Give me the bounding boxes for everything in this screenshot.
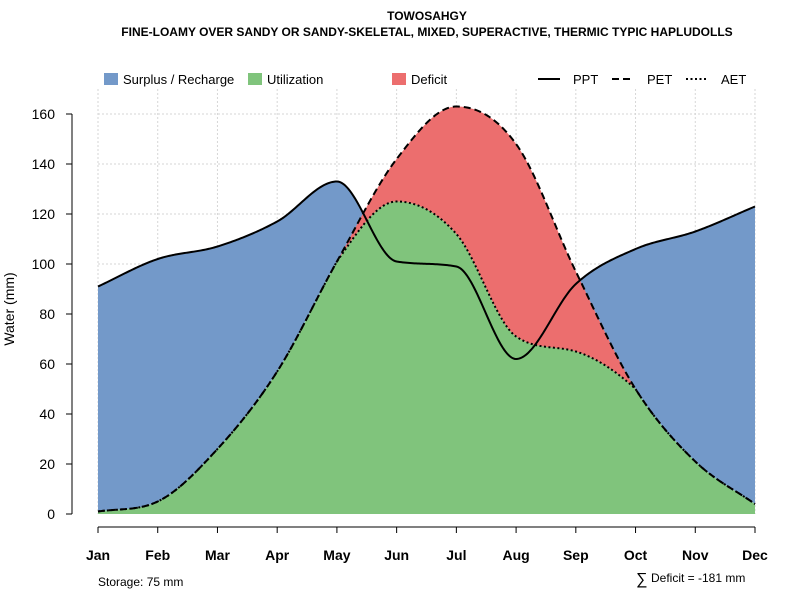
x-tick-label-dec: Dec xyxy=(742,547,768,563)
y-tick-label: 80 xyxy=(39,306,55,322)
area-layer xyxy=(98,106,755,514)
chart-title: TOWOSAHGY xyxy=(387,9,467,23)
y-tick-label: 40 xyxy=(39,406,55,422)
x-tick-label-sep: Sep xyxy=(563,547,589,563)
y-tick-label: 120 xyxy=(32,206,56,222)
storage-note: Storage: 75 mm xyxy=(98,575,183,589)
surplus-recharge-area xyxy=(98,181,755,512)
y-tick-label: 20 xyxy=(39,456,55,472)
x-tick-label-jun: Jun xyxy=(384,547,409,563)
x-tick-label-mar: Mar xyxy=(205,547,230,563)
deficit-sum-symbol: ∑ xyxy=(636,571,647,588)
x-tick-label-oct: Oct xyxy=(624,547,648,563)
x-tick-label-apr: Apr xyxy=(265,547,290,563)
chart-subtitle: FINE-LOAMY OVER SANDY OR SANDY-SKELETAL,… xyxy=(121,25,732,39)
deficit-area xyxy=(98,106,755,512)
legend: Surplus / Recharge Utilization Deficit PPT P… xyxy=(104,72,746,87)
legend-label-aet: AET xyxy=(721,72,746,87)
legend-label-pet: PET xyxy=(647,72,672,87)
y-tick-label: 0 xyxy=(47,506,55,522)
legend-swatch-utilization xyxy=(248,73,262,85)
x-tick-label-jul: Jul xyxy=(446,547,466,563)
line-layer xyxy=(97,105,756,513)
legend-label-deficit: Deficit xyxy=(411,72,448,87)
series-line-aet xyxy=(97,200,756,513)
legend-swatch-surplus-recharge xyxy=(104,73,118,85)
x-tick-label-nov: Nov xyxy=(682,547,709,563)
legend-label-utilization: Utilization xyxy=(267,72,323,87)
utilization-area xyxy=(98,201,755,514)
y-tick-label: 60 xyxy=(39,356,55,372)
legend-swatch-deficit xyxy=(392,73,406,85)
y-tick-label: 160 xyxy=(32,106,56,122)
y-axis-label: Water (mm) xyxy=(1,272,17,345)
y-tick-label: 140 xyxy=(32,156,56,172)
series-line-ppt xyxy=(97,180,756,361)
y-tick-label: 100 xyxy=(32,256,56,272)
x-tick-label-aug: Aug xyxy=(502,547,529,563)
axis-layer: 0 20 40 60 80 100 120 140 160 Jan Feb Mar Apr May Jun J… xyxy=(32,106,768,563)
deficit-note: Deficit = -181 mm xyxy=(651,571,745,585)
legend-label-surplus-recharge: Surplus / Recharge xyxy=(123,72,234,87)
x-tick-label-jan: Jan xyxy=(86,547,110,563)
x-tick-label-may: May xyxy=(323,547,350,563)
legend-label-ppt: PPT xyxy=(573,72,598,87)
x-tick-label-feb: Feb xyxy=(145,547,170,563)
